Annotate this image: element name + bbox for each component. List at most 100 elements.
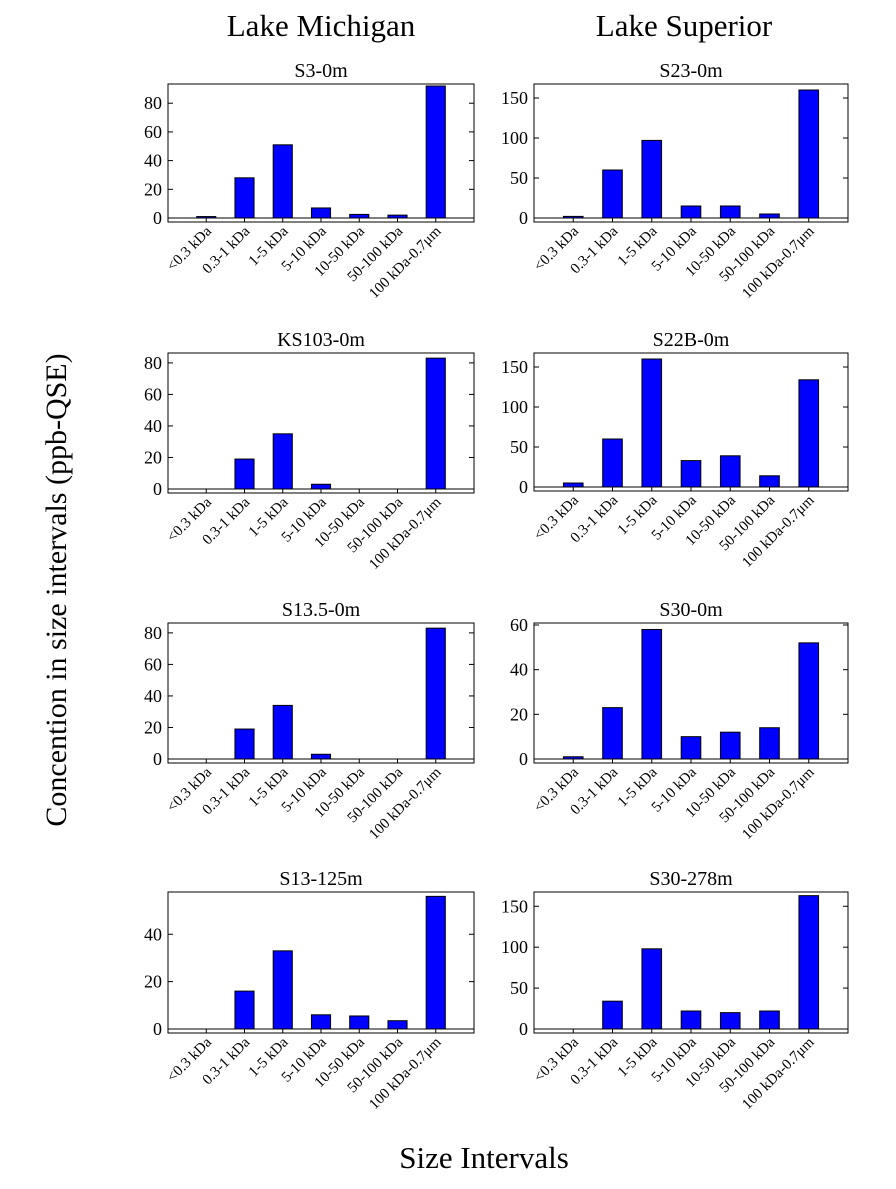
panel-ks103-0m-bar-100-kda-0-7-m — [425, 357, 446, 490]
panel-s3-0m-bar-100-kda-0-7-m — [425, 85, 446, 219]
panel-s22b-0m-ytick-label: 0 — [519, 477, 528, 497]
panel-s13-5-0m-frame — [167, 622, 475, 764]
panel-s30-278m-frame — [533, 891, 849, 1034]
panel-s22b-0m-bar-0-3-kda — [562, 482, 584, 488]
panel-s23-0m-bar-10-50-kda — [719, 205, 741, 219]
panel-s22b-0m-bar-5-10-kda — [680, 460, 702, 488]
panel-ks103-0m-ytick-label: 40 — [144, 416, 162, 436]
panel-s23-0m-xtick-label: 100 kDa-0.7μm — [739, 223, 818, 302]
panel-s13-125m-bar-100-kda-0-7-m — [425, 895, 446, 1030]
panel-s23-0m-bar-5-10-kda — [680, 205, 702, 219]
panel-s22b-0m-bar-50-100-kda — [759, 475, 780, 488]
panel-s3-0m-ytick-label: 80 — [144, 93, 162, 113]
panel-s23-0m-ytick-label: 150 — [501, 88, 528, 108]
panel-s23-0m-bar-1-5-kda — [641, 139, 663, 219]
panel-s13-5-0m-bar-100-kda-0-7-m — [425, 627, 446, 760]
panel-s30-0m-ytick-label: 20 — [510, 704, 528, 724]
panel-s3-0m-ytick-label: 0 — [153, 208, 162, 228]
panel-s30-0m-bar-100-kda-0-7-m — [798, 642, 820, 760]
panel-ks103-0m-ytick-label: 0 — [153, 479, 162, 499]
panel-s13-125m-ytick-label: 0 — [153, 1019, 162, 1039]
panel-s13-125m-frame — [167, 891, 475, 1034]
panel-s13-125m-title: S13-125m — [279, 868, 363, 890]
panel-s13-5-0m-ytick-label: 80 — [144, 623, 162, 643]
panel-s30-0m-ytick-label: 40 — [510, 660, 528, 680]
panel-s22b-0m-ytick-label: 50 — [510, 437, 528, 457]
panel-s30-0m-bar-5-10-kda — [680, 736, 702, 760]
panel-s30-278m-bar-5-10-kda — [680, 1010, 702, 1030]
panel-s23-0m-title: S23-0m — [659, 60, 723, 82]
panel-s3-0m-bar-0-3-kda — [196, 216, 217, 219]
panel-ks103-0m-title: KS103-0m — [277, 329, 365, 351]
panel-s22b-0m-ytick-label: 100 — [501, 397, 528, 417]
panel-s22b-0m-bar-1-5-kda — [641, 358, 663, 488]
panel-s13-125m-bar-50-100-kda — [387, 1020, 408, 1030]
panel-s13-125m-bar-1-5-kda — [272, 950, 293, 1030]
panel-s13-5-0m-ytick-label: 20 — [144, 717, 162, 737]
panel-s30-0m-bar-0-3-1-kda — [602, 707, 623, 760]
panel-s3-0m-ytick-label: 20 — [144, 179, 162, 199]
panel-s23-0m-frame — [533, 83, 849, 223]
panel-s13-5-0m-ytick-label: 0 — [153, 749, 162, 769]
panel-s30-278m-ytick-label: 150 — [501, 896, 528, 916]
panel-s22b-0m-ytick-label: 150 — [501, 357, 528, 377]
panel-s30-0m-ytick-label: 60 — [510, 615, 528, 635]
panel-ks103-0m-bar-0-3-1-kda — [234, 458, 255, 490]
panel-s3-0m-ytick-label: 60 — [144, 122, 162, 142]
panel-s13-125m-ytick-label: 40 — [144, 924, 162, 944]
panel-s30-278m-title: S30-278m — [649, 868, 733, 890]
panel-s22b-0m-title: S22B-0m — [653, 329, 730, 351]
panel-s30-0m-xtick-label: 100 kDa-0.7μm — [739, 764, 818, 843]
panel-s13-5-0m-title: S13.5-0m — [282, 599, 361, 621]
panel-s13-125m-bar-5-10-kda — [310, 1014, 332, 1030]
column-title-lake-superior: Lake Superior — [595, 8, 773, 43]
panel-s23-0m-bar-0-3-1-kda — [602, 169, 623, 219]
panel-s22b-0m-bar-100-kda-0-7-m — [798, 379, 820, 488]
panel-s23-0m-ytick-label: 100 — [501, 128, 528, 148]
panel-s30-278m-ytick-label: 50 — [510, 978, 528, 998]
panel-s23-0m-bar-0-3-kda — [562, 215, 584, 219]
panel-s30-278m-bar-100-kda-0-7-m — [798, 895, 820, 1030]
column-title-lake-michigan: Lake Michigan — [226, 8, 416, 43]
panel-s30-278m-bar-10-50-kda — [719, 1012, 741, 1030]
panel-ks103-0m-ytick-label: 80 — [144, 353, 162, 373]
panel-s3-0m-frame — [167, 83, 475, 223]
panel-s22b-0m-xtick-label: 100 kDa-0.7μm — [739, 492, 818, 571]
panel-s3-0m-bar-50-100-kda — [387, 214, 408, 219]
panel-s13-5-0m-bar-5-10-kda — [310, 753, 332, 760]
panel-s3-0m-bar-5-10-kda — [310, 207, 332, 219]
panel-s23-0m-bar-50-100-kda — [759, 213, 780, 219]
panel-s13-125m-bar-0-3-1-kda — [234, 990, 255, 1030]
panel-s30-278m-ytick-label: 100 — [501, 937, 528, 957]
panel-s23-0m-bar-100-kda-0-7-m — [798, 89, 820, 219]
panel-s3-0m-bar-1-5-kda — [272, 144, 293, 219]
panel-s30-0m-bar-10-50-kda — [719, 731, 741, 760]
panel-s30-278m-bar-1-5-kda — [641, 948, 663, 1030]
panel-ks103-0m-bar-1-5-kda — [272, 433, 293, 490]
panel-s13-5-0m-ytick-label: 40 — [144, 686, 162, 706]
panel-ks103-0m-ytick-label: 20 — [144, 447, 162, 467]
panel-ks103-0m-ytick-label: 60 — [144, 384, 162, 404]
panel-s30-0m-bar-1-5-kda — [641, 628, 663, 760]
panel-s3-0m-bar-0-3-1-kda — [234, 177, 255, 219]
panel-s13-5-0m-bar-1-5-kda — [272, 704, 293, 760]
panel-s13-125m-bar-10-50-kda — [349, 1015, 370, 1030]
panel-s13-125m-ytick-label: 20 — [144, 972, 162, 992]
panel-s23-0m-ytick-label: 50 — [510, 168, 528, 188]
panel-s30-278m-bar-0-3-1-kda — [602, 1000, 623, 1030]
panel-s13-5-0m-bar-0-3-1-kda — [234, 728, 255, 760]
panel-s30-0m-bar-0-3-kda — [562, 756, 584, 760]
x-axis-label: Size Intervals — [399, 1140, 569, 1175]
panel-s22b-0m-bar-10-50-kda — [719, 455, 741, 488]
panel-s30-0m-title: S30-0m — [659, 599, 723, 621]
panel-s3-0m-bar-10-50-kda — [349, 213, 370, 219]
panel-s3-0m-ytick-label: 40 — [144, 151, 162, 171]
panel-s30-278m-ytick-label: 0 — [519, 1019, 528, 1039]
panel-s30-0m-bar-50-100-kda — [759, 727, 780, 760]
